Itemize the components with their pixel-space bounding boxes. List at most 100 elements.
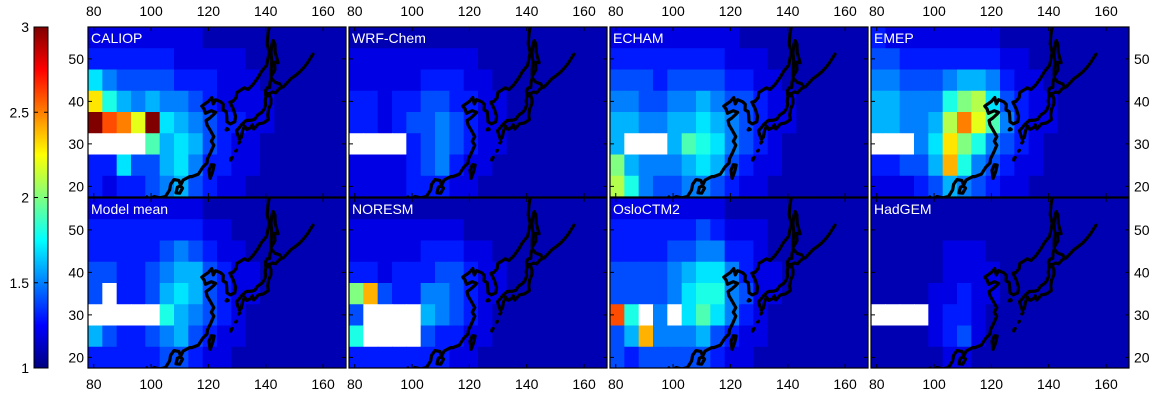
heatmap-cell	[681, 346, 697, 368]
heatmap-cell	[1100, 198, 1116, 220]
heatmap-cell	[564, 325, 579, 348]
heatmap-cell	[363, 198, 379, 220]
heatmap-cell	[349, 198, 364, 220]
heatmap-cell	[957, 90, 972, 113]
heatmap-cell	[217, 261, 232, 284]
heatmap-cell	[1086, 90, 1101, 113]
heatmap-cell	[592, 133, 607, 156]
heatmap-cell	[853, 198, 868, 220]
coastline	[990, 163, 999, 180]
heatmap-cell	[985, 346, 1001, 368]
heatmap-cell	[317, 304, 333, 327]
x-tick-label-top: 120	[458, 3, 482, 19]
heatmap-cell	[303, 283, 318, 305]
heatmap-cell	[535, 283, 551, 305]
heatmap-cell	[696, 325, 711, 348]
heatmap-cell	[188, 304, 204, 327]
coastline	[928, 27, 1054, 197]
heatmap-cell	[653, 175, 668, 197]
heatmap-cell	[1114, 90, 1129, 113]
heatmap-cell	[1043, 133, 1058, 156]
heatmap-cell	[667, 90, 683, 113]
coastline	[1007, 127, 1013, 132]
y-tick-label-right: 30	[1134, 136, 1150, 152]
x-tick-label-bottom: 100	[661, 376, 685, 392]
heatmap-cell	[331, 304, 346, 327]
heatmap-cell	[406, 346, 422, 368]
heatmap-cell	[303, 112, 318, 134]
heatmap-cell	[564, 112, 579, 134]
heatmap-cell	[131, 69, 146, 92]
heatmap-cell	[871, 48, 886, 71]
panel-osloctm2: OsloCTM2 80 100 120 140 160	[608, 197, 869, 392]
heatmap-cell	[1114, 154, 1129, 177]
y-tick-label-right: 30	[1134, 307, 1150, 323]
heatmap-cell	[810, 261, 826, 284]
heatmap-cell	[592, 90, 607, 113]
heatmap-cell	[871, 27, 886, 49]
heatmap-cell	[971, 325, 987, 348]
heatmap-cell	[392, 175, 407, 197]
y-tick-label-right: 40	[1134, 264, 1150, 280]
heatmap-cell	[1057, 283, 1073, 305]
heatmap-cell	[1086, 198, 1101, 220]
heatmap-cell	[724, 198, 740, 220]
heatmap-cell	[463, 219, 479, 242]
heatmap-cell	[638, 261, 654, 284]
heatmap-cell	[492, 325, 508, 348]
heatmap-cell	[420, 219, 436, 242]
heatmap-cell	[349, 90, 364, 113]
heatmap-cell	[899, 175, 915, 197]
heatmap-cell	[914, 325, 929, 348]
heatmap-cell	[549, 219, 565, 242]
heatmap-cell	[624, 304, 640, 327]
panel-caliop: CALIOP 80 100 120 140 160 20 30 40 50	[68, 3, 347, 198]
heatmap-cell	[377, 48, 393, 71]
heatmap-cell	[724, 48, 740, 71]
heatmap-cell	[506, 261, 522, 284]
coastline	[803, 52, 837, 89]
heatmap-cell	[667, 325, 683, 348]
heatmap-cell	[839, 90, 855, 113]
heatmap-cell	[392, 69, 407, 92]
heatmap-cell	[853, 346, 868, 368]
heatmap-cell	[363, 261, 379, 284]
heatmap-cell	[363, 112, 379, 134]
heatmap-cell	[159, 283, 175, 305]
heatmap-cell	[899, 69, 915, 92]
heatmap-cell	[463, 112, 479, 134]
heatmap-cell	[145, 261, 161, 284]
heatmap-cell	[638, 90, 654, 113]
x-tick-label-top: 100	[922, 3, 946, 19]
x-tick-label-top: 100	[400, 3, 424, 19]
heatmap-cell	[435, 219, 450, 242]
heatmap-cell-missing	[145, 304, 161, 327]
heatmap-cell-missing	[638, 133, 654, 156]
heatmap-cell	[349, 69, 364, 92]
coastline	[207, 334, 216, 351]
heatmap-cell	[825, 175, 840, 197]
heatmap-cell	[159, 325, 175, 348]
heatmap-cell	[957, 325, 972, 348]
heatmap-cell	[928, 90, 944, 113]
heatmap-cell	[1057, 219, 1073, 242]
heatmap-cell	[885, 90, 901, 113]
heatmap-cell	[521, 304, 536, 327]
heatmap-cell	[767, 90, 783, 113]
heatmap-cell	[839, 304, 855, 327]
heatmap-cell	[681, 175, 697, 197]
heatmap-cell	[653, 154, 668, 177]
heatmap-cell	[914, 261, 929, 284]
heatmap-cell	[578, 240, 594, 263]
heatmap-cell	[102, 325, 118, 348]
heatmap-cell	[796, 261, 812, 284]
heatmap-cell	[217, 325, 232, 348]
heatmap-cell	[1071, 346, 1087, 368]
heatmap-cell	[696, 48, 711, 71]
panel-hadgem: HadGEM 80 100 120 140 160 20 30 40 50	[869, 197, 1150, 392]
heatmap-cell	[1100, 346, 1116, 368]
panel-noresm: NORESM 80 100 120 140 160	[347, 197, 608, 392]
coastline	[729, 163, 738, 180]
heatmap-cell	[985, 27, 1001, 49]
heatmap-cell	[549, 261, 565, 284]
